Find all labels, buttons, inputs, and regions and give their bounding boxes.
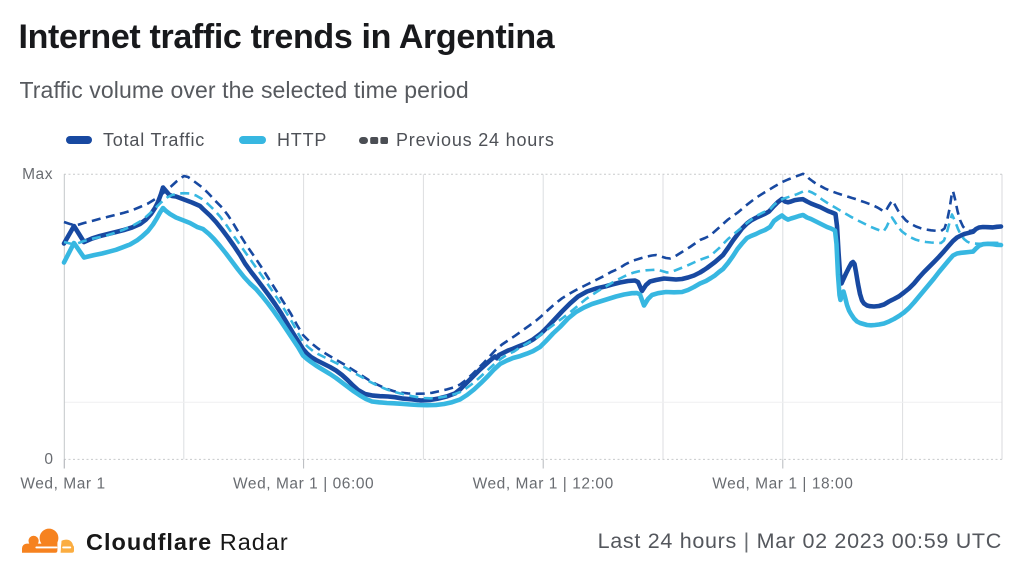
svg-text:Wed, Mar 1 | 18:00: Wed, Mar 1 | 18:00 [712, 476, 853, 493]
svg-text:Wed, Mar 1: Wed, Mar 1 [20, 476, 105, 493]
svg-text:Max: Max [22, 166, 53, 183]
svg-text:Wed, Mar 1 | 06:00: Wed, Mar 1 | 06:00 [233, 476, 374, 493]
svg-text:0: 0 [44, 451, 53, 468]
svg-text:Wed, Mar 1 | 12:00: Wed, Mar 1 | 12:00 [473, 476, 614, 493]
